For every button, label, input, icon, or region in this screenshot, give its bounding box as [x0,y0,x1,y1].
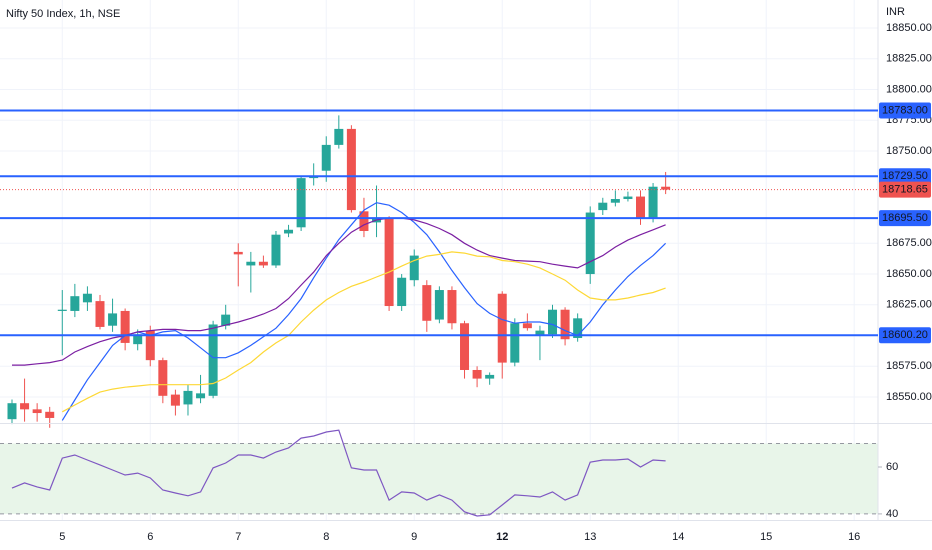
level-label: 18729.50 [882,170,928,182]
candle-body [95,301,105,327]
y-tick-label: 18825.00 [886,53,932,65]
candle-body [57,309,67,311]
candle-body [485,374,495,379]
x-tick-label: 14 [672,531,684,543]
level-label: 18695.50 [882,212,928,224]
candle-body [648,186,658,218]
currency: INR [886,6,905,18]
rsi-line [11,429,666,517]
candle-body [183,390,193,405]
candle-body [573,318,583,339]
candle-body [522,323,532,329]
level-label-bg [879,168,931,185]
candle-body [20,403,30,410]
chart-title: Nifty 50 Index, 1h, NSE [6,8,120,20]
y-tick-label: 18575.00 [886,360,932,372]
x-tick-label: 9 [411,531,417,543]
candle-body [598,202,608,211]
moving-average [12,217,666,366]
candle-body [334,128,344,145]
candle-body [636,196,645,219]
candle-body [447,290,457,324]
candle-body [145,330,155,361]
x-tick-label: 15 [760,531,772,543]
candle-body [7,403,17,420]
panes [0,115,878,517]
candle-body [32,409,42,414]
y-tick-label: 18650.00 [886,268,932,280]
x-tick-label: 12 [496,531,508,543]
x-tick-label: 5 [59,531,65,543]
candle-body [661,186,671,190]
level-label: 18783.00 [882,104,928,116]
y-tick-label: 18850.00 [886,22,932,34]
candle-body [321,144,331,171]
level-label-bg [879,327,931,344]
x-tick-label: 13 [584,531,596,543]
rsi-tick-label: 40 [886,508,898,520]
candle-body [397,277,407,307]
y-tick-label: 18675.00 [886,237,932,249]
candle-body [271,234,281,266]
x-tick-label: 7 [235,531,241,543]
rsi-band [0,443,878,514]
candle-body [510,323,520,363]
candle-body [70,296,80,311]
level-label: 18600.20 [882,329,928,341]
candle-body [284,229,294,234]
y-tick-label: 18550.00 [886,391,932,403]
candle-body [196,393,206,399]
y-tick-label: 18800.00 [886,83,932,95]
candle-body [384,218,394,307]
candle-body [346,128,356,211]
candle-body [422,285,432,321]
candle-body [623,196,633,200]
rsi-tick-label: 60 [886,461,898,473]
x-tick-label: 16 [848,531,860,543]
candle-body [246,261,256,266]
candle-body [497,293,507,363]
candle-body [221,314,231,326]
candle-body [359,211,369,231]
moving-average [62,251,666,413]
moving-average [61,202,667,421]
candle-body [535,330,545,336]
candle-body [120,310,130,343]
candle-body [548,309,558,335]
y-tick-label: 18750.00 [886,145,932,157]
candle-body [560,309,570,340]
candle-body [108,313,118,326]
candle-body [82,293,92,303]
candle-body [434,290,444,320]
y-tick-label: 18625.00 [886,299,932,311]
candle-body [472,369,482,379]
x-tick-label: 8 [323,531,329,543]
candle-body [133,334,143,345]
candle-body [258,261,268,266]
candle-body [610,199,620,203]
level-label-bg [879,210,931,227]
x-tick-label: 6 [147,531,153,543]
candle-body [208,324,218,396]
candle-body [170,394,180,406]
candle-body [233,251,243,255]
candle-body [460,323,470,370]
candle-body [585,212,595,275]
last-price-label: 18718.65 [882,184,928,196]
candle-body [158,360,168,396]
level-label-bg [879,102,931,119]
candle-body [409,255,419,281]
candle-body [45,411,55,418]
candle-body [296,178,306,228]
last-price-bg [879,181,931,198]
